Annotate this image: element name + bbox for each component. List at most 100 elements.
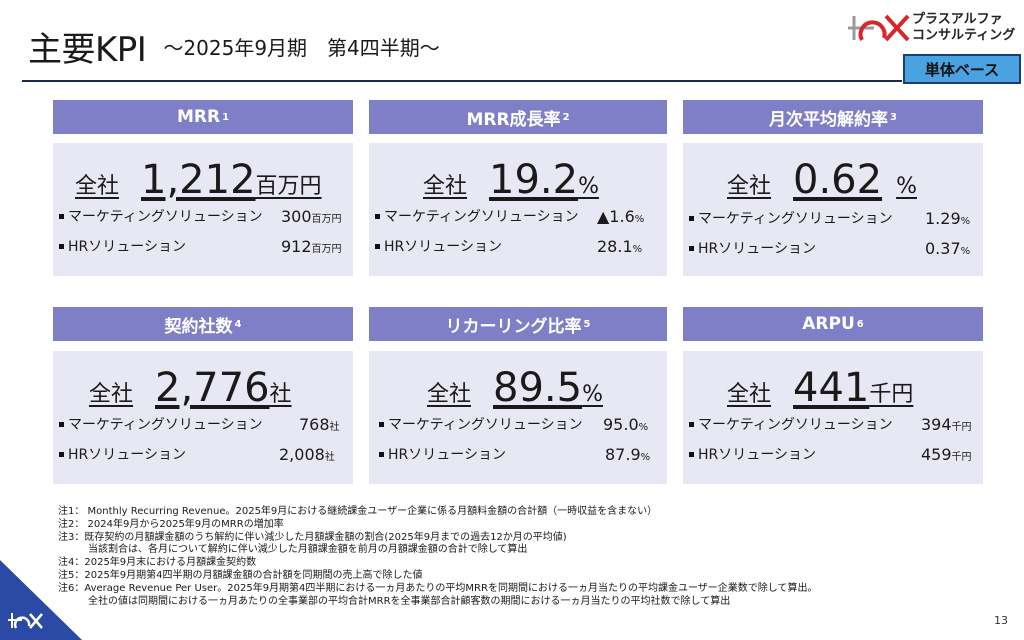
- row-label: マーケティングソリューション: [384, 209, 579, 225]
- row-label: HRソリューション: [68, 447, 186, 463]
- kpi-row-marketing: マーケティングソリューション 95.0%: [379, 415, 665, 435]
- kpi-card-mrr: 全社 1,212百万円 マーケティングソリューション 300百万円 HRソリューシ…: [53, 143, 353, 276]
- kpi-row-marketing: マーケティングソリューション 394千円: [689, 415, 981, 435]
- kpi-row-hr: HRソリューション 87.9%: [379, 445, 665, 465]
- kpi-row-marketing: マーケティングソリューション ▲1.6%: [375, 207, 665, 227]
- kpi-title: MRR成長率: [466, 109, 561, 130]
- kpi-header-recurring: リカーリング比率 5: [369, 307, 667, 341]
- kpi-header-arpu: ARPU 6: [683, 307, 983, 341]
- row-value: 459千円: [921, 445, 972, 464]
- row-label: HRソリューション: [388, 447, 506, 463]
- company-value: 19.2: [489, 157, 579, 203]
- kpi-row-hr: HRソリューション 912百万円: [59, 237, 349, 257]
- footnote-3-cont: 当該割合は、各月について解約に伴い減少した月額課金額を前月の月額課金額の合計で除…: [58, 544, 528, 556]
- company-value: 2,776: [155, 365, 270, 411]
- footnote-6: 注6：Average Revenue Per User。2025年9月期第4四半…: [58, 582, 818, 594]
- kpi-title: ARPU: [802, 314, 855, 334]
- row-value: 28.1%: [597, 237, 643, 256]
- kpi-row-marketing: マーケティングソリューション 300百万円: [59, 207, 349, 227]
- company-value: 441: [793, 365, 870, 411]
- company-value: 1,212: [141, 157, 256, 203]
- company-unit: %: [896, 174, 917, 199]
- kpi-header-mrr: MRR 1: [53, 100, 353, 134]
- page-title: 主要KPI ～2025年9月期 第4四半期～: [28, 22, 440, 71]
- kpi-title: MRR: [176, 107, 221, 127]
- kpi-note-ref: 2: [562, 111, 570, 123]
- company-unit: %: [582, 382, 603, 407]
- company-value: 89.5: [493, 365, 583, 411]
- corner-logo-icon: [0, 560, 82, 640]
- footnote-5: 注5：2025年9月期第4四半期の月額課金額の合計額を同期間の売上高で除した値: [58, 569, 423, 581]
- row-value: ▲1.6%: [597, 207, 645, 226]
- kpi-row-hr: HRソリューション 0.37%: [689, 239, 981, 259]
- row-label: HRソリューション: [68, 239, 186, 255]
- row-value: 912百万円: [281, 237, 342, 256]
- title-divider: [22, 80, 902, 82]
- company-label: 全社: [423, 174, 468, 199]
- company-unit: 千円: [869, 382, 914, 407]
- kpi-card-recurring: 全社 89.5% マーケティングソリューション 95.0% HRソリューション 8…: [369, 351, 667, 484]
- footnote-3: 注3：既存契約の月額課金額のうち解約に伴い減少した月額課金額の割合(2025年9…: [58, 531, 567, 543]
- row-label: マーケティングソリューション: [68, 417, 263, 433]
- row-value: 768社: [299, 415, 340, 434]
- footnote-6-cont: 全社の値は同期間における一ヵ月あたりの全事業部の平均合計MRRを全事業部合計顧客…: [58, 595, 731, 607]
- company-label: 全社: [727, 382, 772, 407]
- brand-line-2: コンサルティング: [912, 28, 1016, 43]
- kpi-company-total: 全社 19.2%: [423, 157, 599, 203]
- brand-name: プラスアルファ コンサルティング: [912, 12, 1015, 44]
- kpi-company-total: 全社 0.62%: [727, 157, 917, 203]
- row-value: 2,008社: [279, 445, 335, 464]
- footnotes: 注1： Monthly Recurring Revenue。2025年9月におけ…: [58, 506, 817, 608]
- company-label: 全社: [75, 174, 120, 199]
- kpi-note-ref: 4: [234, 318, 242, 330]
- row-label: HRソリューション: [384, 239, 502, 255]
- kpi-company-total: 全社 89.5%: [427, 365, 603, 411]
- company-value: 0.62: [793, 157, 883, 203]
- row-value: 87.9%: [605, 445, 651, 464]
- company-unit: 社: [269, 382, 292, 407]
- row-label: マーケティングソリューション: [698, 211, 893, 227]
- row-label: HRソリューション: [698, 447, 816, 463]
- kpi-header-churn: 月次平均解約率 3: [683, 100, 983, 134]
- kpi-card-contracts: 全社 2,776社 マーケティングソリューション 768社 HRソリューション 2…: [53, 351, 353, 484]
- row-value: 0.37%: [925, 239, 971, 258]
- kpi-note-ref: 5: [583, 318, 591, 330]
- row-value: 394千円: [921, 415, 972, 434]
- kpi-company-total: 全社 1,212百万円: [75, 157, 322, 203]
- row-value: 95.0%: [603, 415, 649, 434]
- kpi-note-ref: 6: [856, 318, 864, 330]
- kpi-card-arpu: 全社 441千円 マーケティングソリューション 394千円 HRソリューション 4…: [683, 351, 983, 484]
- kpi-row-hr: HRソリューション 2,008社: [59, 445, 349, 465]
- brand-line-1: プラスアルファ: [912, 12, 1003, 27]
- row-label: マーケティングソリューション: [68, 209, 263, 225]
- kpi-header-mrr-growth: MRR成長率 2: [369, 100, 667, 134]
- kpi-row-marketing: マーケティングソリューション 1.29%: [689, 209, 981, 229]
- kpi-company-total: 全社 2,776社: [89, 365, 292, 411]
- kpi-note-ref: 1: [222, 111, 230, 123]
- page-number: 13: [994, 614, 1008, 627]
- kpi-card-mrr-growth: 全社 19.2% マーケティングソリューション ▲1.6% HRソリューション 2…: [369, 143, 667, 276]
- kpi-title: 契約社数: [164, 316, 233, 337]
- company-label: 全社: [427, 382, 472, 407]
- kpi-card-churn: 全社 0.62% マーケティングソリューション 1.29% HRソリューション 0…: [683, 143, 983, 276]
- kpi-row-hr: HRソリューション 28.1%: [375, 237, 665, 257]
- kpi-title: 月次平均解約率: [769, 109, 889, 130]
- footnote-4: 注4：2025年9月末における月額課金契約数: [58, 557, 257, 569]
- scope-badge: 単体ベース: [903, 54, 1021, 84]
- company-label: 全社: [89, 382, 134, 407]
- row-value: 1.29%: [925, 209, 971, 228]
- company-unit: 百万円: [255, 174, 322, 199]
- kpi-row-marketing: マーケティングソリューション 768社: [59, 415, 349, 435]
- kpi-header-contracts: 契約社数 4: [53, 307, 353, 341]
- company-unit: %: [578, 174, 599, 199]
- footnote-1: 注1： Monthly Recurring Revenue。2025年9月におけ…: [58, 506, 658, 517]
- brand-logo-icon: [848, 14, 910, 42]
- company-label: 全社: [727, 174, 772, 199]
- kpi-company-total: 全社 441千円: [727, 365, 913, 411]
- kpi-row-hr: HRソリューション 459千円: [689, 445, 981, 465]
- title-main: 主要KPI: [28, 30, 147, 70]
- title-subtitle: ～2025年9月期 第4四半期～: [163, 36, 440, 60]
- kpi-title: リカーリング比率: [445, 316, 582, 337]
- footnote-2: 注2： 2024年9月から2025年9月のMRRの増加率: [58, 518, 284, 530]
- row-label: マーケティングソリューション: [698, 417, 893, 433]
